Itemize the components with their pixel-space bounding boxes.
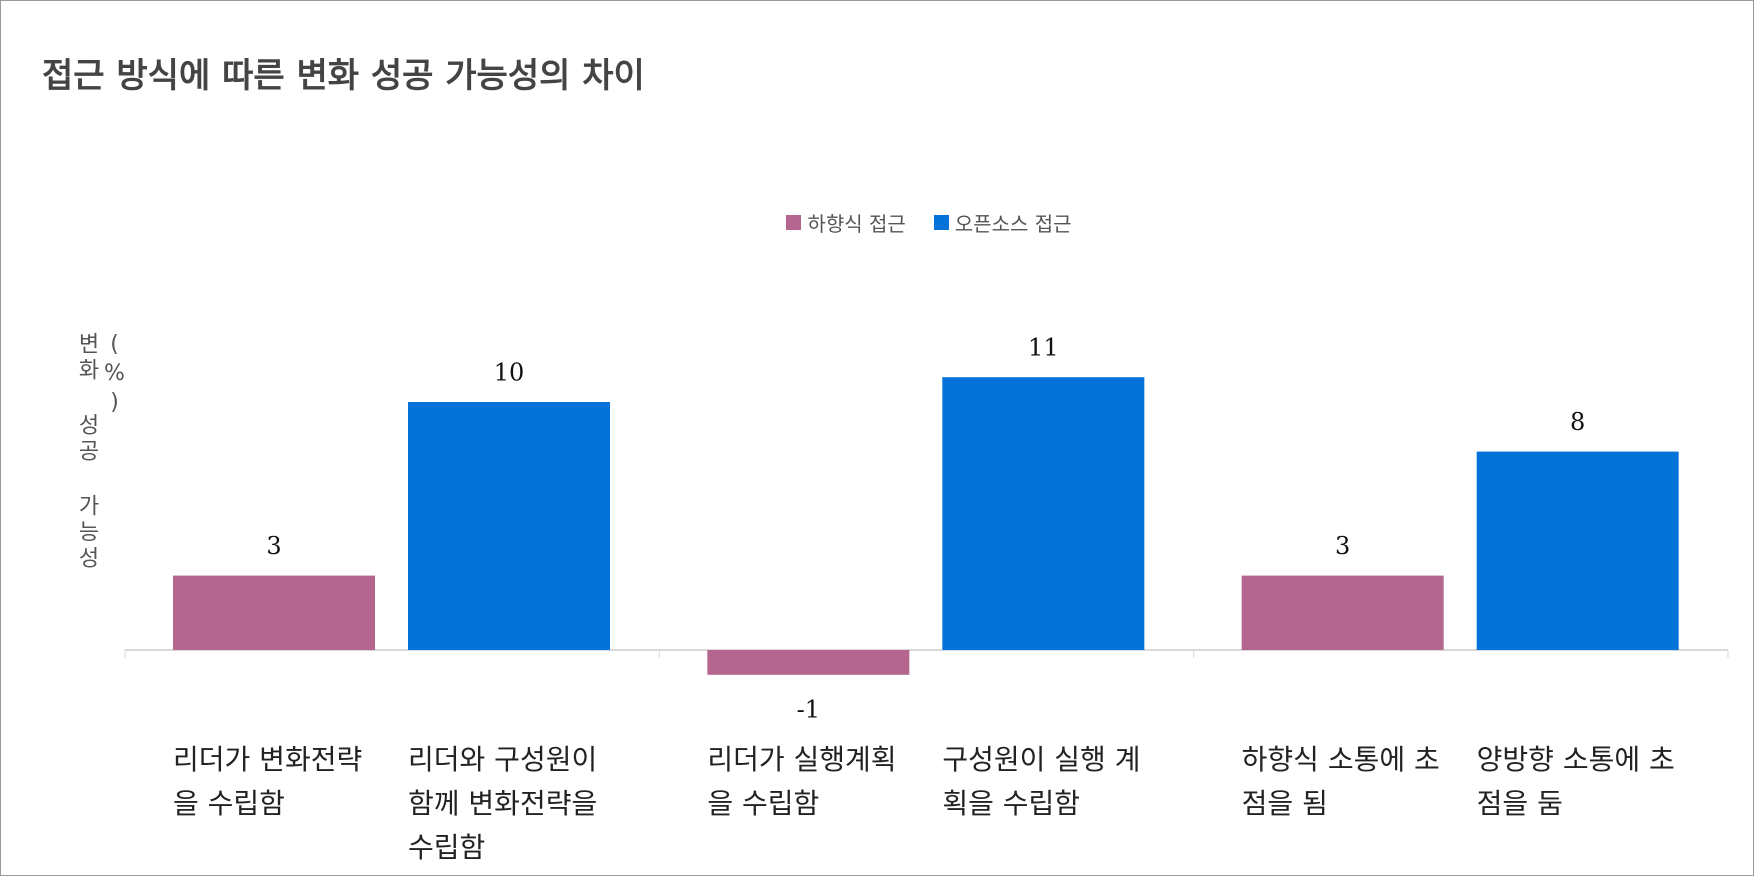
- legend-swatch: [786, 215, 802, 230]
- bar-category-label: 리더와 구성원이 함께 변화전략을 수립함: [408, 743, 598, 864]
- value-label: 3: [1335, 532, 1350, 560]
- legend-item: 오픈소스 접근: [933, 208, 1072, 237]
- bar: [707, 650, 910, 675]
- value-label: -1: [797, 695, 820, 723]
- bar-category-label: 양방향 소통에 초점을 둠: [1476, 743, 1675, 820]
- legend: 하향식 접근 오픈소스 접근: [0, 208, 1754, 237]
- legend-label: 오픈소스 접근: [954, 212, 1072, 236]
- bar: [408, 402, 610, 650]
- bar: [1476, 451, 1679, 650]
- bar: [1241, 575, 1444, 650]
- legend-item: 하향식 접근: [786, 208, 906, 237]
- value-label: 11: [1028, 334, 1059, 362]
- bar-category-label: 구성원이 실행 계획을 수립함: [942, 743, 1141, 820]
- y-axis-label: 변화 성공 가능성(%): [74, 332, 127, 572]
- bar-category-label: 리더가 변화전략을 수립함: [173, 743, 363, 820]
- value-label: 8: [1570, 408, 1585, 436]
- bar-category-label: 하향식 소통에 초점을 됨: [1241, 743, 1440, 820]
- bar: [942, 377, 1145, 650]
- legend-swatch: [933, 215, 949, 230]
- legend-label: 하향식 접근: [807, 212, 906, 236]
- value-label: 10: [494, 359, 525, 387]
- bar: [173, 575, 375, 650]
- value-label: 3: [266, 532, 281, 560]
- chart-title: 접근 방식에 따른 변화 성공 가능성의 차이: [42, 56, 645, 96]
- bar-category-label: 리더가 실행계획을 수립함: [707, 743, 897, 820]
